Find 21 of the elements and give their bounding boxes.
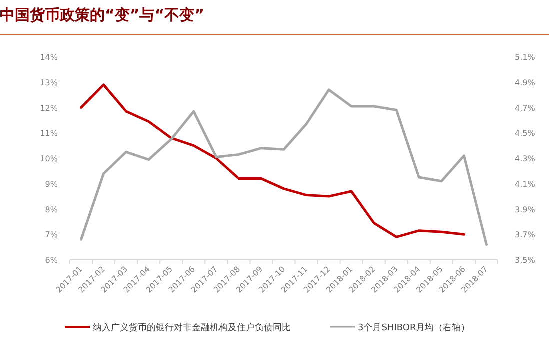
y2-tick-label: 3.5%	[515, 256, 536, 265]
y2-tick-label: 4.9%	[515, 78, 536, 88]
y-tick-label: 14%	[40, 53, 58, 62]
y2-tick-label: 4.3%	[515, 154, 536, 164]
y2-tick-label: 5.1%	[515, 53, 536, 62]
y2-tick-label: 3.9%	[515, 205, 536, 214]
y-tick-label: 7%	[45, 230, 58, 240]
y2-tick-label: 4.1%	[515, 180, 536, 189]
y2-tick-label: 4.5%	[515, 129, 536, 138]
y-tick-label: 10%	[40, 154, 58, 164]
y-tick-label: 8%	[45, 205, 58, 214]
title: 中国货币政策的“变”与“不变”	[0, 6, 204, 24]
y-tick-label: 11%	[40, 129, 58, 138]
y-tick-label: 6%	[45, 256, 58, 265]
y-tick-label: 9%	[45, 180, 58, 189]
y2-tick-label: 4.7%	[515, 104, 536, 113]
legend-label: 3个月SHIBOR月均（右轴）	[358, 322, 470, 334]
legend-label: 纳入广义货币的银行对非金融机构及住户负债同比	[93, 322, 291, 334]
y2-tick-label: 3.7%	[515, 230, 536, 240]
y-tick-label: 13%	[40, 78, 58, 88]
y-tick-label: 12%	[40, 104, 58, 113]
